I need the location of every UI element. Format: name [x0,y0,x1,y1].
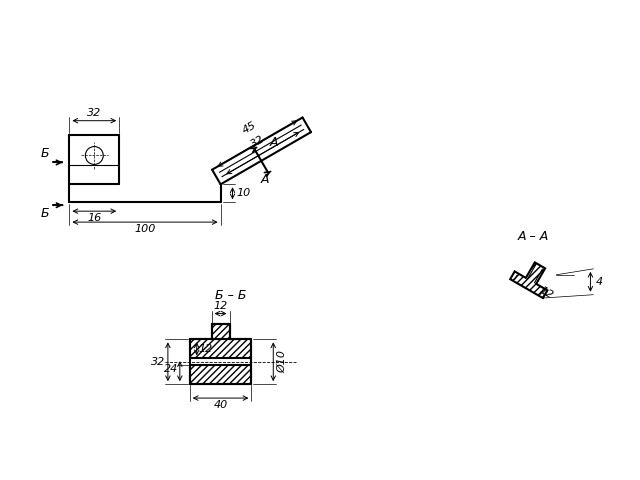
Text: 12: 12 [214,300,228,311]
Text: 4: 4 [595,277,602,287]
Text: А – А: А – А [518,230,549,243]
Text: Б – Б: Б – Б [215,288,246,301]
Polygon shape [212,324,230,339]
Text: 100: 100 [134,224,156,234]
Text: 32: 32 [87,108,101,118]
Text: Ø10: Ø10 [277,350,287,373]
Text: 40: 40 [214,400,228,410]
Text: А: А [269,136,278,149]
Text: Б: Б [41,147,49,160]
Text: 16: 16 [87,213,101,223]
Text: Б: Б [41,207,49,220]
Text: 24: 24 [164,364,178,374]
Text: 12: 12 [198,344,213,354]
Text: 10: 10 [237,188,251,198]
Text: 32: 32 [150,357,165,367]
Text: 45: 45 [241,120,258,136]
Polygon shape [189,365,252,384]
Text: 12: 12 [537,285,554,301]
Text: 32: 32 [249,134,266,150]
Polygon shape [189,339,252,358]
Text: А: А [260,173,269,186]
